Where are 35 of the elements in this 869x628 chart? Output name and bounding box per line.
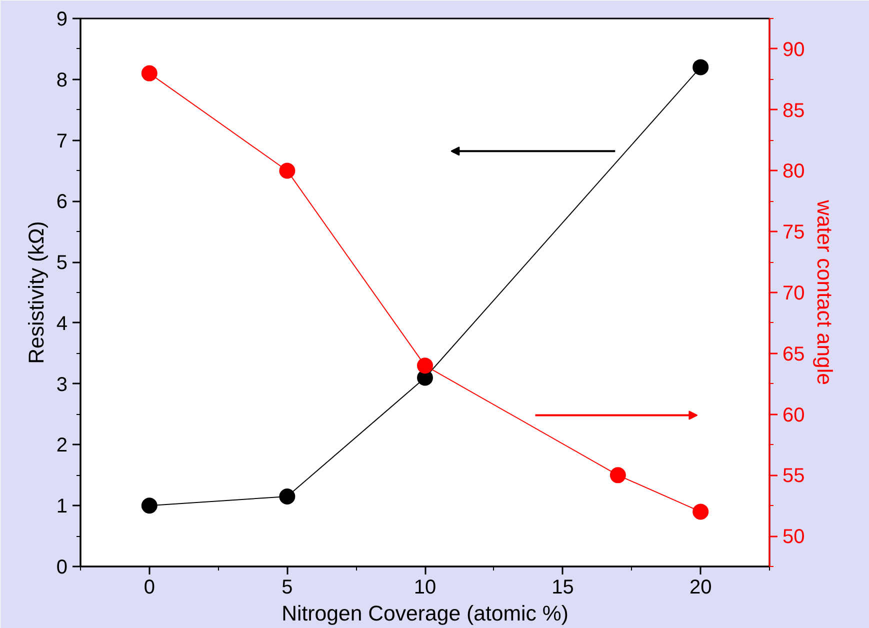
y-axis-title: Resistivity (kΩ) bbox=[24, 221, 48, 364]
x-tick-label: 0 bbox=[144, 576, 155, 598]
y2-tick-label: 50 bbox=[782, 526, 805, 548]
y2-tick-label: 65 bbox=[782, 343, 805, 366]
point bbox=[692, 59, 709, 76]
y-tick-label: 9 bbox=[56, 8, 68, 30]
y-tick-label: 1 bbox=[56, 496, 68, 518]
point bbox=[610, 467, 626, 484]
y-tick-label: 5 bbox=[56, 252, 68, 274]
x-tick-label: 5 bbox=[282, 576, 293, 598]
x-tick-label: 20 bbox=[689, 576, 712, 598]
x-tick-label: 15 bbox=[552, 576, 574, 598]
x-axis-title: Nitrogen Coverage (atomic %) bbox=[282, 602, 568, 626]
y-tick-label: 7 bbox=[56, 130, 68, 152]
y2-tick-label: 55 bbox=[782, 465, 805, 488]
y2-tick-label: 60 bbox=[782, 404, 805, 426]
point bbox=[279, 162, 296, 179]
y-tick-label: 8 bbox=[56, 69, 68, 92]
y2-tick-label: 85 bbox=[782, 100, 805, 122]
x-tick-label: 10 bbox=[414, 576, 436, 598]
point bbox=[141, 65, 158, 82]
y-tick-label: 6 bbox=[56, 191, 68, 214]
point bbox=[417, 358, 433, 374]
y-tick-label: 3 bbox=[56, 374, 68, 396]
point bbox=[279, 488, 296, 504]
y2-tick-label: 75 bbox=[782, 222, 805, 244]
y2-axis-title: water contact angle bbox=[812, 199, 837, 385]
y2-tick-label: 70 bbox=[782, 282, 805, 304]
point bbox=[692, 504, 709, 520]
y-tick-label: 4 bbox=[56, 312, 68, 335]
point bbox=[141, 498, 158, 514]
y-tick-label: 0 bbox=[56, 556, 68, 578]
y2-tick-label: 90 bbox=[782, 38, 805, 61]
y-tick-label: 2 bbox=[56, 434, 68, 457]
y2-tick-label: 80 bbox=[782, 160, 805, 183]
